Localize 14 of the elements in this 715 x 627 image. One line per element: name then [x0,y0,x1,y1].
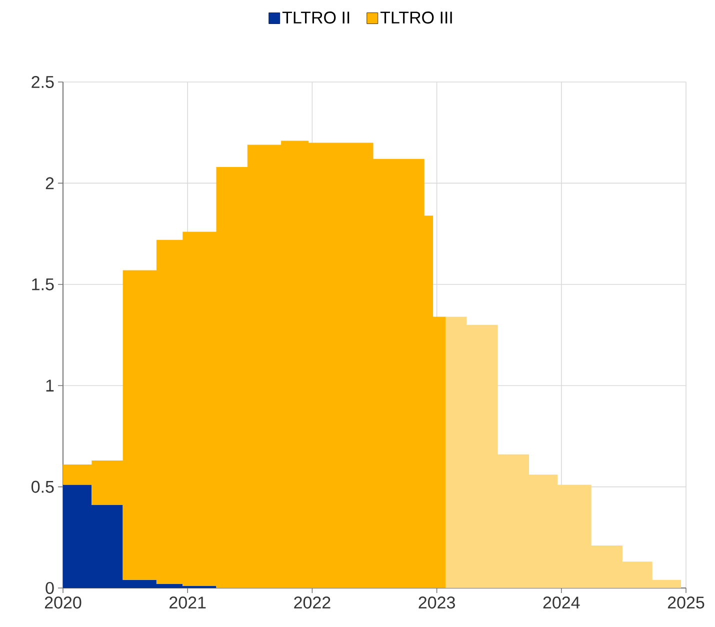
x-tick-label: 2022 [294,596,330,609]
y-tick-label: 1 [46,380,54,392]
x-tick-label: 2025 [668,596,704,609]
legend-label: TLTRO III [380,12,452,24]
y-tick-label: 0.5 [32,480,54,493]
y-tick-label: 0 [46,582,54,594]
legend-label: TLTRO II [282,12,350,24]
y-tick-label: 2 [46,177,54,190]
x-tick-label: 2021 [170,596,206,609]
x-tick-label: 2024 [543,596,580,609]
y-tick-label: 1.5 [32,278,54,290]
x-tick-label: 2020 [44,596,82,609]
x-tick-label: 2023 [418,596,455,609]
y-tick-label: 2.5 [32,76,54,88]
